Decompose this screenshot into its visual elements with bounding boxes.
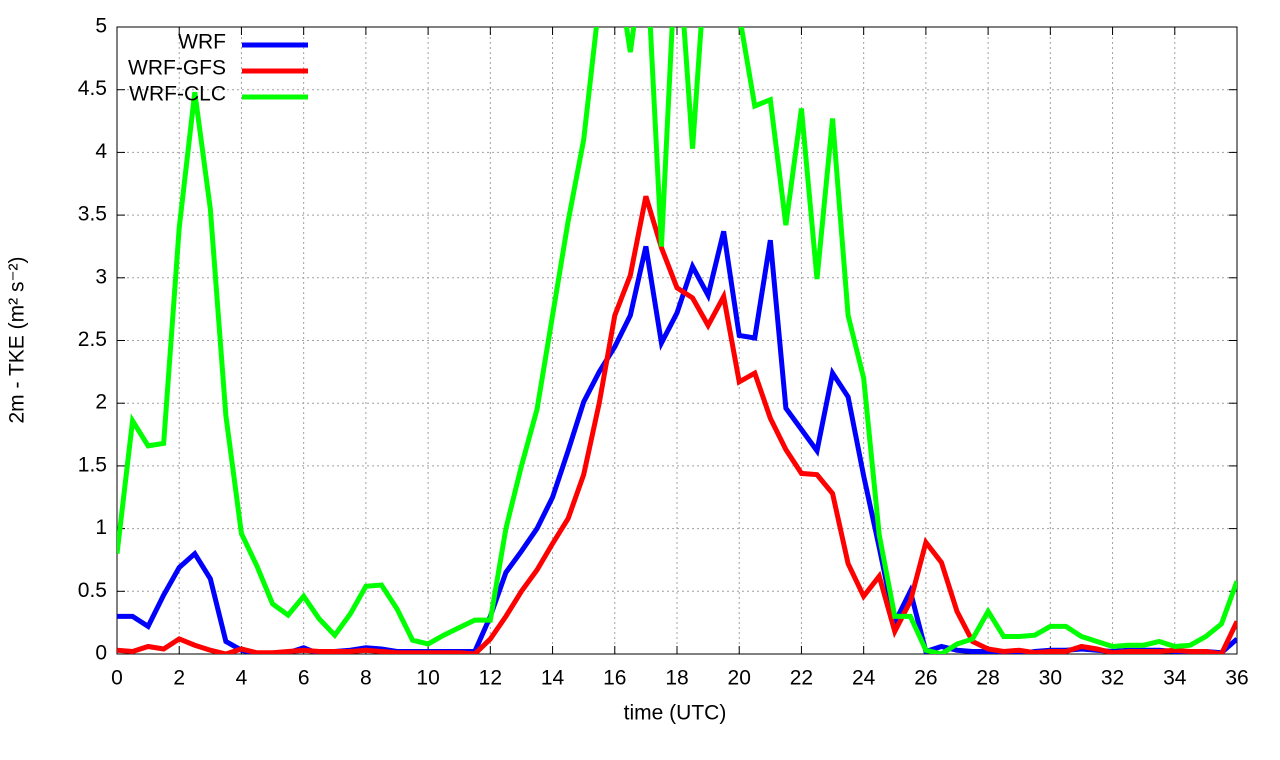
x-tick-label: 30 xyxy=(1039,667,1062,690)
y-tick-label: 0.5 xyxy=(78,579,107,602)
x-tick-label: 14 xyxy=(541,667,565,690)
plot-area xyxy=(117,27,1237,654)
x-axis-label: time (UTC) xyxy=(624,702,727,725)
y-tick-label: 1.5 xyxy=(78,453,107,476)
x-tick-label: 12 xyxy=(479,667,502,690)
y-tick-label: 2 xyxy=(95,391,107,414)
x-tick-label: 10 xyxy=(416,667,439,690)
x-tick-label: 0 xyxy=(111,667,123,690)
x-tick-label: 20 xyxy=(728,667,751,690)
plot-border xyxy=(116,26,1238,655)
y-tick-label: 3 xyxy=(95,265,107,288)
y-tick-label: 0 xyxy=(95,642,107,665)
legend-label: WRF-CLC xyxy=(129,83,226,106)
series-line xyxy=(117,195,1237,654)
x-tick-label: 8 xyxy=(360,667,372,690)
x-tick-label: 28 xyxy=(976,667,999,690)
x-tick-label: 2 xyxy=(173,667,185,690)
y-tick-label: 3.5 xyxy=(78,203,107,226)
y-tick-label: 4.5 xyxy=(78,77,107,100)
x-tick-label: 6 xyxy=(298,667,310,690)
x-tick-label: 32 xyxy=(1101,667,1124,690)
y-tick-label: 4 xyxy=(95,140,107,163)
y-tick-label: 2.5 xyxy=(78,328,107,351)
x-tick-label: 36 xyxy=(1225,667,1248,690)
x-tick-label: 18 xyxy=(665,667,688,690)
x-tick-label: 16 xyxy=(603,667,626,690)
y-axis-label: 2m - TKE (m² s⁻²) xyxy=(6,256,29,423)
y-tick-label: 5 xyxy=(95,15,107,38)
x-tick-label: 4 xyxy=(236,667,248,690)
legend-label: WRF-GFS xyxy=(128,57,226,80)
y-tick-label: 1 xyxy=(95,516,107,539)
x-tick-label: 24 xyxy=(852,667,876,690)
x-tick-label: 34 xyxy=(1163,667,1187,690)
legend-label: WRF xyxy=(178,31,226,54)
x-tick-label: 26 xyxy=(914,667,937,690)
series-line xyxy=(117,27,1237,654)
x-tick-label: 22 xyxy=(790,667,813,690)
